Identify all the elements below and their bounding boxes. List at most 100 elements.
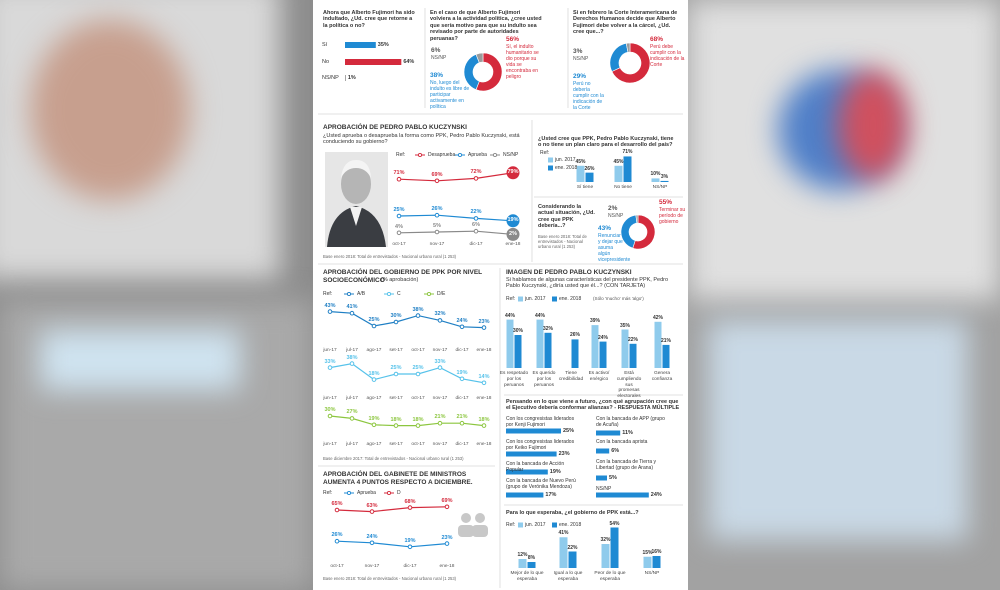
value-label: 24% bbox=[597, 334, 609, 341]
value-label: 33% bbox=[324, 358, 336, 365]
slice-label: Terminar su período de gobierno bbox=[659, 206, 686, 225]
legend-marker bbox=[426, 291, 432, 297]
photo-face bbox=[341, 164, 371, 204]
value-label: 32% bbox=[600, 537, 611, 543]
bar bbox=[651, 178, 660, 182]
legend-marker bbox=[346, 490, 352, 496]
x-tick-label: ene-18 bbox=[476, 348, 492, 353]
category-label: Con los congresistas liderados por Kenji… bbox=[506, 416, 575, 428]
value-label: 8% bbox=[527, 555, 536, 561]
bar bbox=[652, 556, 661, 568]
value-label: 23% bbox=[441, 534, 453, 541]
x-tick-label: ene-18 bbox=[476, 442, 492, 447]
point-highlight bbox=[506, 214, 520, 228]
x-tick-label: nov-17 bbox=[429, 242, 445, 247]
bar bbox=[660, 180, 669, 182]
icon-head bbox=[475, 513, 485, 523]
value-label: 26% bbox=[331, 532, 343, 539]
source: Base enero 2018: Total de entrevistados … bbox=[323, 576, 457, 581]
legend-swatch bbox=[552, 522, 557, 528]
bar bbox=[654, 321, 662, 368]
bar bbox=[527, 562, 536, 568]
x-tick-label: set-17 bbox=[389, 442, 403, 447]
point bbox=[473, 228, 479, 234]
value-label: 30% bbox=[512, 328, 524, 334]
category-label: Igual a lo que esperaba bbox=[553, 571, 583, 582]
value-label: 2% bbox=[608, 205, 618, 212]
category-label: Con la bancada de Acción Popular bbox=[506, 461, 565, 473]
point bbox=[415, 423, 421, 428]
slice-label: Sí, el indulto humanitario se dio porque… bbox=[506, 43, 539, 80]
legend-title: Ref: bbox=[323, 490, 333, 496]
legend-marker bbox=[386, 291, 392, 297]
legend-title: Ref: bbox=[506, 296, 516, 302]
x-tick-label: nov-17 bbox=[364, 564, 380, 569]
infographic-sheet bbox=[313, 0, 688, 590]
question: En el caso de que Alberto Fujimori volvi… bbox=[430, 10, 542, 42]
point-highlight bbox=[506, 166, 520, 180]
category-label: Es respetado por los peruanos bbox=[499, 371, 529, 388]
x-tick-label: dic-17 bbox=[469, 242, 483, 247]
x-tick-label: dic-17 bbox=[455, 348, 469, 353]
value-label: 63% bbox=[366, 502, 378, 509]
donut-slice bbox=[475, 52, 503, 92]
bar bbox=[506, 428, 561, 434]
bar bbox=[599, 341, 607, 368]
chart-title: APROBACIÓN DE PEDRO PABLO KUCZYNSKI bbox=[323, 124, 467, 131]
value-label: 72% bbox=[470, 169, 482, 176]
point-highlight bbox=[506, 227, 520, 241]
category-label: Con la bancada aprista bbox=[596, 439, 648, 445]
x-tick-label: oct-17 bbox=[411, 396, 425, 401]
question: Considerando la actual situación, ¿Ud. c… bbox=[538, 204, 595, 230]
point bbox=[349, 361, 355, 366]
value-label: 22% bbox=[627, 336, 639, 343]
x-tick-label: jun-17 bbox=[323, 396, 337, 401]
value-label: 69% bbox=[441, 497, 453, 504]
value-label: 41% bbox=[346, 304, 358, 311]
value-label: 18% bbox=[478, 416, 490, 423]
value-label: 10% bbox=[650, 171, 661, 178]
value-label: 18% bbox=[390, 416, 402, 423]
value-label: 18% bbox=[412, 416, 424, 423]
value-label: 15% bbox=[642, 549, 653, 556]
category-label: NS/NP bbox=[596, 486, 612, 492]
people-icon bbox=[458, 513, 488, 537]
legend-swatch bbox=[548, 165, 553, 171]
legend-swatch bbox=[552, 296, 557, 302]
bar bbox=[643, 556, 652, 568]
legend-title: Ref: bbox=[396, 152, 406, 158]
icon-body bbox=[472, 525, 488, 537]
value-label: 71% bbox=[622, 149, 633, 156]
value-label: 25% bbox=[412, 365, 424, 371]
x-tick-label: dic-17 bbox=[455, 442, 469, 447]
x-tick-label: set-17 bbox=[389, 396, 403, 401]
separators bbox=[318, 8, 683, 588]
value-label: 19% bbox=[368, 415, 380, 422]
x-tick-label: jul-17 bbox=[346, 442, 358, 447]
point bbox=[371, 422, 377, 428]
value-label: 41% bbox=[558, 530, 569, 537]
value-label: 27% bbox=[346, 409, 358, 416]
bar bbox=[571, 339, 579, 368]
bar bbox=[518, 559, 527, 568]
source: Base diciembre 2017: Total de entrevista… bbox=[323, 456, 464, 461]
slice-label: Renunciar y dejar que asuma algún vicepr… bbox=[598, 232, 631, 263]
value-label: 11% bbox=[622, 429, 633, 436]
value-label: 19% bbox=[549, 468, 561, 475]
x-tick-label: nov-17 bbox=[432, 396, 448, 401]
point bbox=[396, 213, 402, 219]
category-label: Sí tiene bbox=[576, 185, 594, 190]
point bbox=[407, 505, 413, 510]
category-label: NS/NP bbox=[644, 571, 660, 576]
value-label: 19% bbox=[404, 537, 416, 544]
category-label: Peor de lo que esperaba bbox=[594, 571, 626, 582]
value-label: 23% bbox=[478, 318, 490, 325]
value-label: 6% bbox=[611, 447, 620, 454]
point bbox=[473, 176, 479, 181]
bar bbox=[629, 343, 637, 368]
value-label: 24% bbox=[650, 491, 662, 498]
value-label: 30% bbox=[390, 313, 402, 319]
category-label: Con la bancada de APP (grupo de Acuña) bbox=[596, 416, 665, 428]
category-label: Es querido por los peruanos bbox=[532, 371, 556, 388]
point bbox=[437, 365, 443, 370]
